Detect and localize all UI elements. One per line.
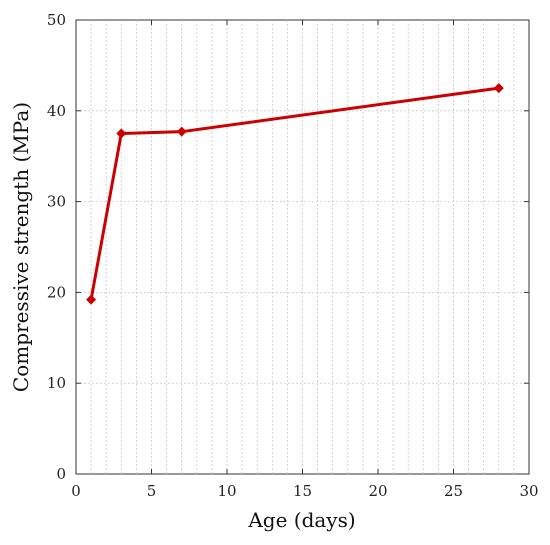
y-tick-label: 30 — [47, 193, 66, 211]
data-point-marker — [493, 83, 504, 94]
y-tick-label: 50 — [47, 11, 66, 29]
y-tick-label: 10 — [47, 374, 66, 392]
x-tick-label: 20 — [368, 482, 387, 500]
x-axis-title: Age (days) — [247, 508, 355, 532]
y-tick-label: 0 — [56, 465, 66, 483]
series-line — [89, 86, 500, 300]
x-tick-labels: 0 5 10 15 20 25 30 — [71, 482, 538, 500]
x-tick-label: 15 — [293, 482, 312, 500]
data-point-marker — [176, 126, 187, 137]
grid — [76, 20, 529, 474]
y-axis-title: Compressive strength (MPa) — [9, 102, 33, 392]
series-group — [86, 83, 504, 305]
y-tick-label: 20 — [47, 283, 66, 301]
data-point-marker — [116, 128, 127, 139]
data-point-marker — [86, 294, 97, 305]
y-tick-label: 40 — [47, 102, 66, 120]
x-tick-label: 10 — [217, 482, 236, 500]
x-tick-label: 0 — [71, 482, 81, 500]
x-tick-label: 30 — [519, 482, 538, 500]
x-tick-label: 5 — [147, 482, 157, 500]
y-tick-labels: 0 10 20 30 40 50 — [47, 11, 66, 483]
x-tick-label: 25 — [444, 482, 463, 500]
axis-ticks — [75, 19, 530, 475]
